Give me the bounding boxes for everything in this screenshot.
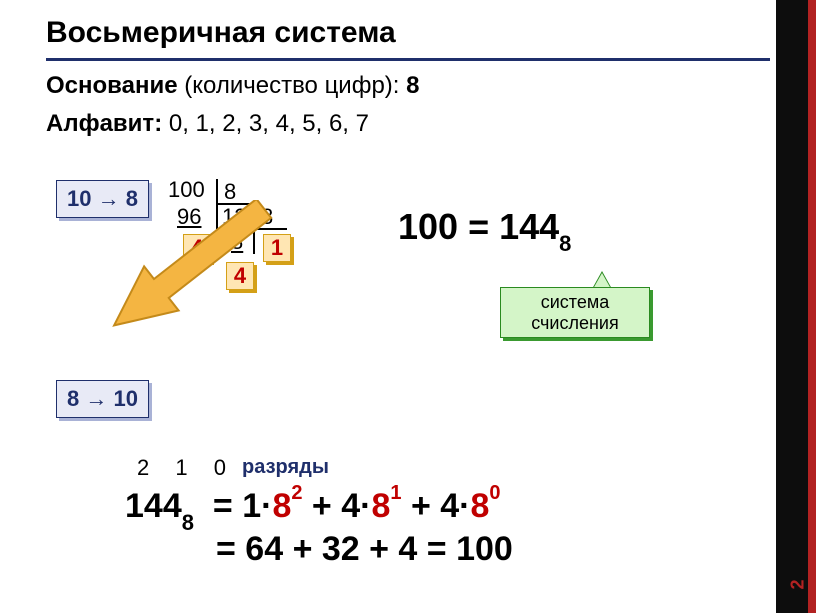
result-lhs: 100 = 144 [398, 206, 559, 247]
title-rule [46, 58, 770, 61]
badge-8-to-10: 8 → 10 [56, 380, 149, 418]
div-100: 100 [168, 177, 205, 203]
exp-base-3: 8 [471, 487, 490, 525]
digit-positions: 2 1 0 [137, 455, 236, 481]
expansion-line-2: = 64 + 32 + 4 = 100 [216, 530, 513, 569]
alphabet-label: Алфавит: [46, 110, 162, 137]
page-title: Восьмеричная система [46, 16, 396, 50]
div-8b: 8 [261, 204, 273, 230]
slide: Восьмеричная система Основание (количест… [0, 0, 816, 613]
exp-pow-1: 2 [291, 482, 302, 504]
remainder-box-1: 4 [183, 234, 211, 262]
exp-eq: = 1· [213, 487, 273, 525]
result-equation: 100 = 1448 [398, 206, 571, 253]
div-8c: 8 [231, 229, 243, 255]
quotient-box: 1 [263, 234, 291, 262]
exp-base-1: 8 [272, 487, 291, 525]
callout: система счисления [500, 269, 660, 339]
div-12: 12 [222, 204, 246, 230]
exp-base-2: 8 [371, 487, 390, 525]
exp-p1: + 4· [302, 487, 371, 525]
callout-text: система счисления [500, 287, 650, 338]
badge-10-to-8: 10 → 8 [56, 180, 149, 218]
page-number: 2 [787, 579, 808, 589]
razryady-label: разряды [242, 456, 329, 479]
sidebar-red [808, 0, 816, 613]
exp-pow-2: 1 [390, 482, 401, 504]
alphabet-value: 0, 1, 2, 3, 4, 5, 6, 7 [169, 110, 369, 137]
base-label: Основание [46, 72, 178, 99]
expansion-line-1: 1448 = 1·82 + 4·81 + 4·80 [125, 487, 501, 531]
base-value: 8 [406, 72, 419, 99]
div-hbar-1 [216, 203, 252, 205]
sidebar-dark [776, 0, 808, 613]
div-hbar-2 [253, 228, 287, 230]
div-8a: 8 [224, 179, 236, 205]
exp-pow-3: 0 [489, 482, 500, 504]
exp-p2: + 4· [402, 487, 471, 525]
exp-num: 144 [125, 487, 182, 525]
div-96: 96 [177, 204, 201, 230]
base-line: Основание (количество цифр): 8 [46, 72, 420, 100]
base-rest: (количество цифр): [178, 72, 407, 99]
exp-sub: 8 [182, 510, 194, 535]
remainder-box-2: 4 [226, 262, 254, 290]
alphabet-line: Алфавит: 0, 1, 2, 3, 4, 5, 6, 7 [46, 110, 369, 138]
result-subscript: 8 [559, 231, 571, 256]
